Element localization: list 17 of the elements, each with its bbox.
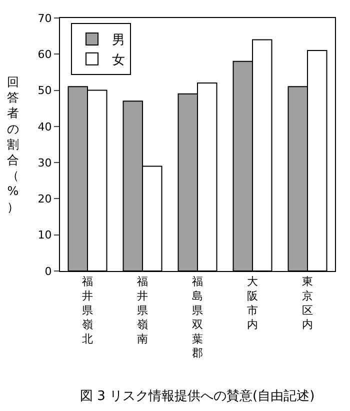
x-tick-label: 東京区内 — [302, 275, 313, 332]
x-tick-label: 福井県嶺北 — [82, 275, 93, 346]
y-tick-label: 40 — [38, 120, 52, 134]
x-tick-label: 福井県嶺南 — [137, 275, 148, 346]
x-tick-label: 福島県双葉郡 — [192, 275, 203, 360]
y-tick-label: 30 — [38, 156, 52, 170]
y-tick-label: 0 — [44, 264, 52, 278]
y-tick-label: 20 — [38, 192, 52, 206]
y-tick-label: 70 — [38, 12, 52, 25]
legend-label: 男 — [112, 33, 125, 48]
y-tick-label: 10 — [38, 228, 52, 242]
y-tick-label: 60 — [38, 48, 52, 61]
x-tick-label: 大阪市内 — [247, 275, 258, 332]
text: 図 3 リスク情報提供への賛意(自由記述) — [80, 389, 315, 404]
y-tick-label: 50 — [38, 84, 52, 98]
text: 回答者の割合（%） — [7, 75, 19, 214]
legend-label: 女 — [112, 52, 125, 68]
